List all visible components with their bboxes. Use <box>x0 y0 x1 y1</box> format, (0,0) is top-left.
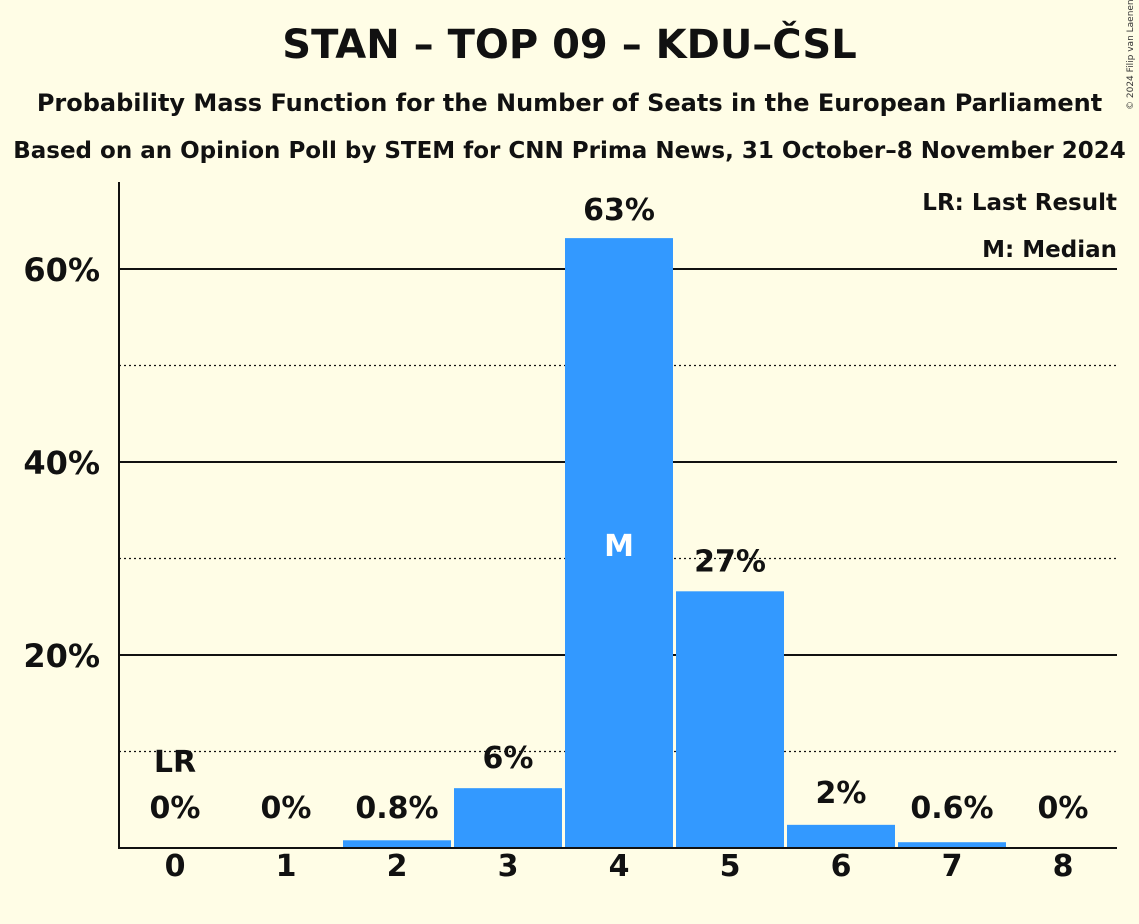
x-tick-label: 1 <box>276 849 297 884</box>
value-label: 0% <box>261 791 312 826</box>
chart-title: STAN – TOP 09 – KDU–ČSL <box>282 22 857 68</box>
bar-4 <box>565 238 673 848</box>
bars <box>343 238 1006 848</box>
value-label: 27% <box>694 544 766 579</box>
last-result-marker: LR <box>154 745 196 780</box>
chart-source: Based on an Opinion Poll by STEM for CNN… <box>13 138 1126 164</box>
x-tick-label: 0 <box>165 849 186 884</box>
x-tick-label: 4 <box>609 849 630 884</box>
chart-subtitle: Probability Mass Function for the Number… <box>36 89 1103 117</box>
value-label: 0% <box>1038 791 1089 826</box>
legend: LR: Last Result M: Median <box>922 190 1117 263</box>
bar-7 <box>898 842 1006 848</box>
value-label: 6% <box>483 741 534 776</box>
x-tick-label: 6 <box>831 849 852 884</box>
y-tick-label: 20% <box>23 637 100 675</box>
value-label: 0.6% <box>910 791 993 826</box>
legend-last-result: LR: Last Result <box>922 190 1117 216</box>
value-label: 0% <box>150 791 201 826</box>
value-labels: 0% 0% 0.8% 6% 63% 27% 2% 0.6% 0% M LR <box>150 193 1089 826</box>
value-label: 63% <box>583 193 655 228</box>
x-tick-label: 8 <box>1053 849 1074 884</box>
bar-5 <box>676 591 784 848</box>
bar-2 <box>343 840 451 848</box>
y-tick-label: 60% <box>23 251 100 289</box>
value-label: 0.8% <box>355 791 438 826</box>
y-tick-label: 40% <box>23 444 100 482</box>
bar-3 <box>454 788 562 848</box>
x-tick-label: 3 <box>498 849 519 884</box>
x-tick-label: 7 <box>942 849 963 884</box>
bar-6 <box>787 824 895 848</box>
legend-median: M: Median <box>982 237 1117 263</box>
median-marker: M <box>604 529 634 564</box>
x-tick-label: 2 <box>387 849 408 884</box>
value-label: 2% <box>816 776 867 811</box>
x-tick-label: 5 <box>720 849 741 884</box>
axes: 20% 40% 60% 0 1 2 3 4 5 6 7 8 <box>23 182 1117 884</box>
